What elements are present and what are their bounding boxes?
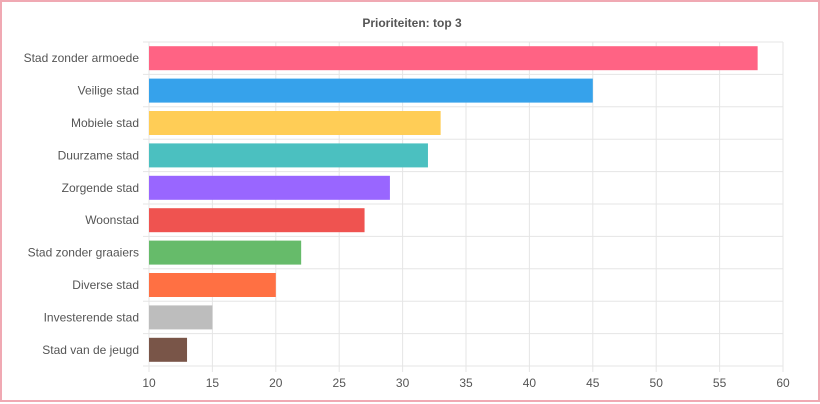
category-label: Stad van de jeugd	[42, 343, 139, 357]
x-tick-label: 15	[206, 376, 220, 390]
x-tick-labels: 10 15 20 25 30 35 40 45 50 55 60	[142, 376, 790, 390]
grid	[143, 41, 784, 372]
chart-title: Prioriteiten: top 3	[362, 16, 462, 30]
category-label: Veilige stad	[78, 84, 139, 98]
category-label: Zorgende stad	[62, 181, 139, 195]
x-tick-label: 25	[333, 376, 347, 390]
bar[interactable]	[149, 305, 213, 330]
category-label: Investerende stad	[44, 310, 139, 324]
bar[interactable]	[149, 240, 302, 265]
bar[interactable]	[149, 78, 593, 103]
bar[interactable]	[149, 208, 365, 233]
bar[interactable]	[149, 111, 441, 135]
x-tick-label: 60	[776, 376, 790, 390]
x-tick-label: 35	[459, 376, 473, 390]
category-label: Diverse stad	[72, 278, 139, 292]
bars	[149, 46, 758, 362]
category-label: Stad zonder graaiers	[28, 246, 139, 260]
x-tick-label: 30	[396, 376, 410, 390]
bar[interactable]	[149, 175, 390, 200]
category-label: Duurzame stad	[58, 148, 139, 162]
category-label: Mobiele stad	[71, 116, 139, 130]
bar[interactable]	[149, 273, 276, 297]
bar[interactable]	[149, 337, 188, 362]
x-tick-label: 55	[713, 376, 727, 390]
category-label: Stad zonder armoede	[24, 51, 140, 65]
x-tick-label: 10	[142, 376, 156, 390]
x-tick-label: 50	[650, 376, 664, 390]
category-label: Woonstad	[85, 213, 139, 227]
bar[interactable]	[149, 46, 758, 71]
x-tick-label: 20	[269, 376, 283, 390]
x-tick-label: 40	[523, 376, 537, 390]
category-labels: Stad zonder armoede Veilige stad Mobiele s…	[24, 51, 140, 357]
x-tick-label: 45	[586, 376, 600, 390]
bar[interactable]	[149, 143, 428, 168]
